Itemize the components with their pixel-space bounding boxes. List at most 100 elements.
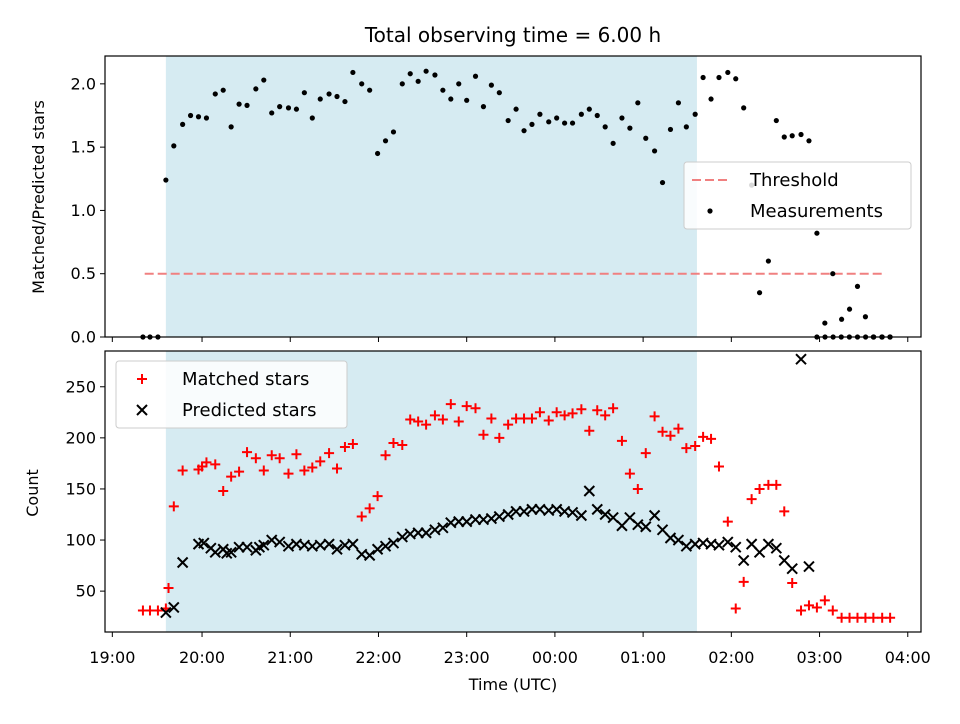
matched-star-point: [559, 410, 570, 421]
matched-star-point: [796, 605, 807, 616]
matched-star-point: [827, 605, 838, 616]
measurement-point: [317, 96, 323, 102]
measurement-point: [683, 124, 689, 130]
predicted-star-point: [460, 515, 473, 528]
matched-star-point: [234, 466, 245, 477]
matched-star-point: [584, 425, 595, 436]
matched-star-point: [771, 479, 782, 490]
predicted-star-point: [347, 538, 359, 550]
bottom-panel: 50 100 150 200 250 Matched stars Predicted sta…: [65, 350, 922, 637]
measurement-point: [537, 111, 543, 117]
x-tick-label: 00:00: [532, 648, 578, 667]
measurement-point: [187, 112, 194, 119]
matched-star-point: [811, 602, 822, 613]
matched-star-point: [250, 453, 261, 464]
measurement-point: [862, 314, 869, 320]
legend-label: Measurements: [750, 201, 883, 222]
measurement-point: [220, 87, 226, 93]
matched-star-point: [347, 438, 358, 449]
measurement-point: [203, 115, 210, 121]
bottom-axes-frame: [104, 350, 922, 633]
measurement-point: [854, 283, 861, 289]
matched-star-point: [388, 437, 399, 448]
predicted-star-point: [680, 540, 693, 552]
top-y-tick-label: 1.5: [71, 138, 96, 157]
measurement-point: [456, 81, 462, 87]
matched-star-point: [551, 407, 562, 418]
measurement-point: [407, 71, 413, 77]
x-tick-label: 19:00: [89, 648, 135, 667]
matched-star-point: [698, 431, 709, 442]
x-tick-label: 04:00: [885, 648, 931, 667]
predicted-star-point: [566, 506, 579, 519]
matched-star-point: [779, 506, 790, 517]
matched-star-point: [397, 440, 408, 451]
matched-star-point: [405, 414, 416, 425]
legend-box: [115, 360, 348, 429]
matched-star-point: [738, 576, 749, 587]
matched-star-point: [632, 483, 643, 494]
x-tick-label: 02:00: [708, 648, 754, 667]
predicted-star-point: [396, 531, 408, 543]
matched-star-point: [242, 447, 253, 458]
measurement-point: [602, 124, 608, 130]
shared-x-axis: 19:00 20:00 21:00 22:00 23:00 00:00 01:00 02:00…: [89, 648, 931, 667]
predicted-star-point: [168, 601, 180, 614]
matched-star-point: [356, 511, 367, 522]
matched-star-point: [576, 404, 587, 415]
legend-label: Predicted stars: [182, 400, 316, 421]
matched-star-point: [364, 503, 375, 514]
measurement-point: [334, 93, 340, 100]
predicted-star-point: [379, 540, 392, 552]
matched-star-point: [494, 432, 505, 443]
matched-star-point: [706, 433, 717, 444]
measurement-point: [529, 121, 535, 127]
measurement-point: [716, 74, 722, 81]
matched-star-point: [534, 407, 545, 418]
predicted-star-point: [672, 534, 685, 546]
matched-star-point: [713, 461, 724, 472]
bottom-y-tick-label: 250: [65, 377, 96, 396]
measurement-point: [781, 134, 787, 140]
measurement-point: [228, 124, 234, 130]
predicted-star-point: [713, 539, 725, 551]
measurement-point: [725, 69, 731, 76]
matched-star-point: [461, 401, 472, 412]
predicted-star-point: [198, 537, 210, 549]
measurement-point: [374, 150, 381, 157]
measurement-point: [513, 106, 519, 112]
matched-star-point: [339, 442, 350, 453]
matched-star-point: [787, 577, 798, 588]
measurement-point: [464, 97, 470, 103]
measurement-point: [253, 86, 259, 92]
measurement-point: [708, 96, 714, 102]
predicted-star-point: [762, 538, 775, 550]
measurement-point: [163, 177, 169, 183]
predicted-star-point: [241, 541, 253, 553]
matched-star-point: [421, 419, 432, 430]
legend-measurement-swatch: [707, 208, 713, 214]
predicted-star-point: [648, 509, 661, 522]
measurement-point: [399, 81, 405, 87]
predicted-star-point: [795, 353, 807, 365]
matched-star-point: [307, 462, 318, 473]
matched-star-point: [486, 413, 497, 424]
matched-star-point: [803, 600, 814, 611]
x-tick-label: 20:00: [179, 648, 225, 667]
measurement-point: [415, 78, 421, 84]
measurement-point: [261, 77, 267, 83]
measurement-point: [627, 125, 633, 131]
measurement-point: [350, 69, 356, 76]
measurement-point: [643, 135, 649, 141]
measurement-point: [285, 105, 292, 111]
measurement-point: [301, 90, 307, 96]
legend-box: [683, 161, 912, 230]
measurement-point: [521, 128, 527, 134]
measurement-point: [448, 96, 454, 102]
measurement-point: [293, 106, 300, 112]
predicted-star-point: [786, 562, 798, 575]
matched-star-point: [413, 416, 424, 427]
measurement-point: [342, 98, 348, 105]
matched-star-point: [722, 516, 733, 527]
top-y-tick-label: 0.5: [71, 264, 96, 283]
